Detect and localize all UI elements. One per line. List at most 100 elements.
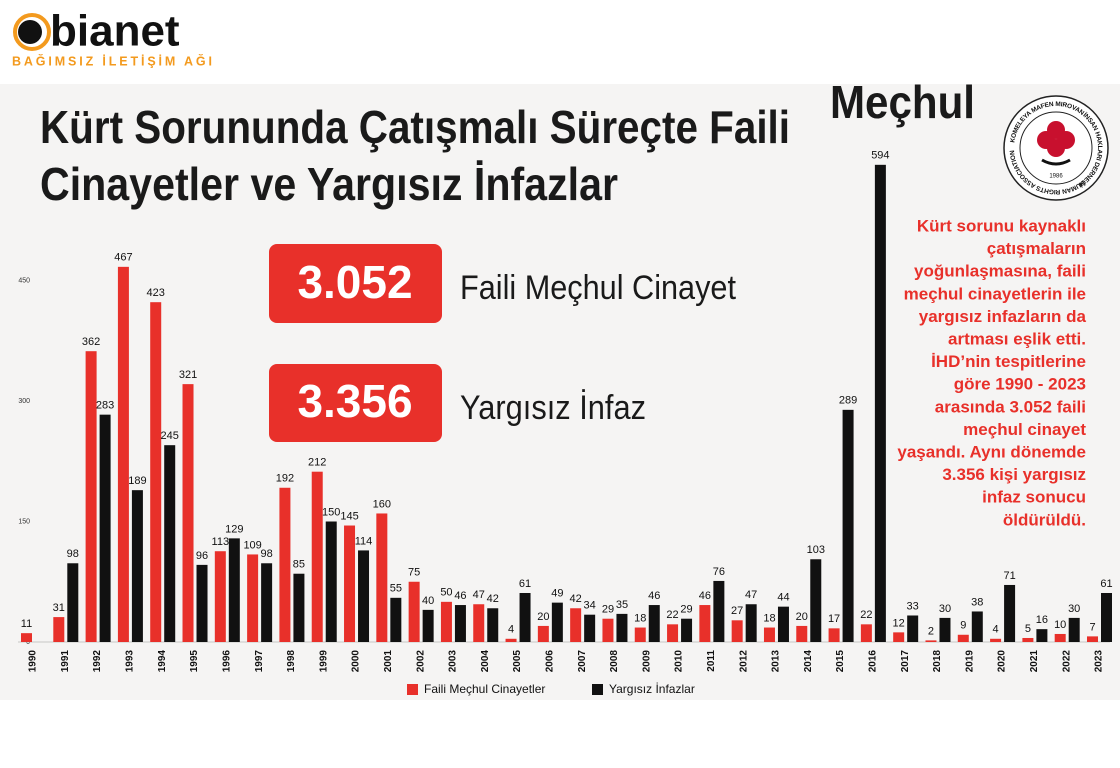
value-label: 594 — [871, 150, 889, 162]
value-label: 33 — [907, 600, 919, 612]
value-label: 61 — [519, 578, 531, 590]
x-tick-label: 2013 — [771, 650, 782, 673]
legend-swatch — [407, 684, 418, 695]
bar — [602, 618, 614, 642]
value-label: 22 — [666, 609, 678, 621]
bar — [325, 521, 337, 642]
bar — [893, 632, 905, 642]
bar — [634, 627, 646, 642]
stat-label: Yargısız İnfaz — [460, 389, 646, 427]
value-label: 7 — [1089, 621, 1095, 633]
value-label: 85 — [293, 559, 305, 571]
value-label: 22 — [860, 609, 872, 621]
logo-tagline: BAĞIMSIZ İLETİŞİM AĞI — [12, 53, 212, 68]
bar — [990, 638, 1002, 642]
logo-name: bianet — [50, 7, 180, 56]
association-year: 1986 — [1049, 174, 1063, 180]
value-label: 96 — [196, 550, 208, 562]
value-label: 31 — [53, 602, 65, 614]
annotation-line: yaşandı. Aynı dönemde — [897, 442, 1086, 461]
bar — [907, 615, 919, 642]
bar — [1068, 617, 1080, 642]
value-label: 18 — [763, 612, 775, 624]
y-tick-label: 150 — [18, 518, 30, 525]
value-label: 145 — [340, 510, 358, 522]
value-label: 76 — [713, 566, 725, 578]
bar — [344, 525, 356, 642]
x-tick-label: 2001 — [383, 650, 394, 673]
bar — [53, 617, 65, 642]
value-label: 2 — [928, 625, 934, 637]
value-label: 42 — [487, 593, 499, 605]
stat-value: 3.356 — [297, 375, 412, 427]
bar — [570, 608, 582, 642]
bar — [473, 604, 485, 642]
x-tick-label: 2012 — [738, 650, 749, 673]
value-label: 114 — [355, 535, 373, 547]
value-label: 113 — [212, 536, 230, 548]
x-tick-label: 2019 — [964, 650, 975, 673]
x-tick-label: 1996 — [221, 650, 232, 673]
legend-swatch — [592, 684, 603, 695]
bar — [616, 613, 628, 642]
value-label: 27 — [731, 605, 743, 617]
value-label: 18 — [634, 612, 646, 624]
bar — [487, 608, 499, 642]
value-label: 150 — [322, 506, 340, 518]
x-tick-label: 2015 — [835, 650, 846, 673]
bar — [293, 573, 305, 642]
x-tick-label: 1990 — [28, 650, 39, 673]
value-label: 4 — [508, 624, 514, 636]
value-label: 4 — [993, 624, 999, 636]
value-label: 29 — [602, 604, 614, 616]
bar — [376, 513, 388, 642]
x-tick-label: 1998 — [286, 650, 297, 673]
bar — [440, 601, 452, 642]
annotation-line: yoğunlaşmasına, faili — [914, 262, 1086, 281]
bar — [279, 487, 291, 642]
bar — [228, 538, 240, 642]
bar — [537, 625, 549, 642]
bar — [731, 620, 743, 642]
bar — [796, 625, 808, 642]
bar — [681, 618, 693, 642]
bar — [85, 351, 97, 642]
bar — [1087, 636, 1098, 642]
x-tick-label: 2007 — [577, 650, 588, 673]
x-tick-label: 2011 — [706, 650, 717, 672]
x-tick-label: 1991 — [60, 650, 71, 673]
value-label: 61 — [1100, 578, 1112, 590]
bar — [971, 611, 983, 642]
value-label: 109 — [243, 539, 261, 551]
x-tick-label: 1997 — [254, 650, 265, 673]
annotation-line: yargısız infazların da — [919, 307, 1087, 326]
value-label: 98 — [67, 548, 79, 560]
bar — [261, 563, 273, 642]
value-label: 46 — [648, 590, 660, 602]
title-line: Kürt Sorununda Çatışmalı Süreçte Faili — [40, 101, 790, 153]
value-label: 362 — [82, 336, 100, 348]
bar — [422, 609, 434, 642]
bar — [810, 559, 822, 642]
y-tick-label: 450 — [18, 277, 30, 284]
x-tick-label: 2004 — [480, 650, 491, 673]
x-tick-label: 2022 — [1061, 650, 1072, 673]
bar — [763, 627, 775, 642]
value-label: 189 — [128, 475, 146, 487]
bar — [745, 604, 757, 642]
value-label: 192 — [276, 473, 294, 485]
bar — [648, 605, 660, 642]
x-tick-label: 2006 — [544, 650, 555, 673]
bar — [1004, 584, 1016, 642]
value-label: 38 — [971, 596, 983, 608]
title-word: Meçhul — [830, 76, 975, 128]
x-tick-label: 2023 — [1094, 650, 1105, 673]
bar — [584, 614, 596, 642]
value-label: 212 — [308, 457, 326, 469]
value-label: 47 — [745, 589, 757, 601]
annotation-line: öldürüldü. — [1003, 510, 1086, 529]
stat-box — [269, 364, 442, 442]
bar — [117, 266, 129, 642]
x-tick-label: 2002 — [415, 650, 426, 673]
value-label: 75 — [408, 567, 420, 579]
